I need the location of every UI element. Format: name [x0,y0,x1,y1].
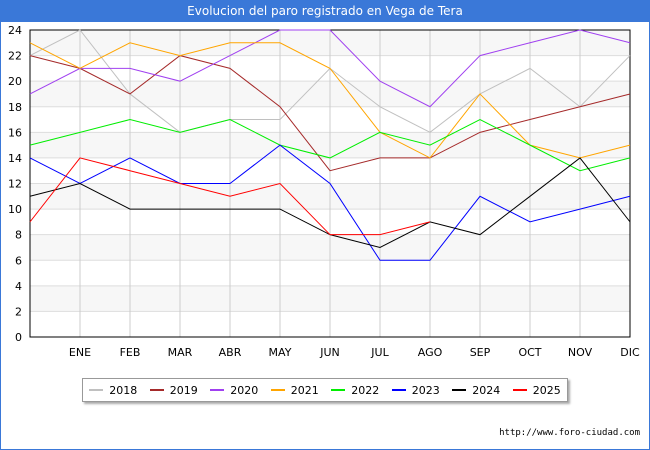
y-tick-label: 2 [15,305,22,318]
y-tick-label: 4 [15,280,22,293]
legend-label: 2025 [532,383,561,397]
legend-item-2023: 2023 [391,383,440,397]
legend-label: 2019 [169,383,198,397]
legend-item-2024: 2024 [452,384,500,397]
legend-swatch [210,389,225,391]
legend-label: 2018 [109,383,138,397]
legend-item-2019: 2019 [149,383,198,397]
series-line-2020 [29,29,631,108]
y-tick-label: 12 [8,178,22,191]
legend-swatch [89,389,104,391]
y-tick-label: 10 [8,203,22,216]
series-line-2023 [29,144,631,261]
legend-label: 2023 [411,383,440,397]
legend-item-2020: 2020 [210,384,258,397]
x-tick-label: OCT [518,346,541,359]
series-line-2022 [29,118,631,172]
x-tick-label: ABR [219,346,242,359]
x-tick-label: MAR [168,346,193,359]
legend-swatch [512,389,527,391]
legend-item-2025: 2025 [512,383,561,397]
legend: 2018 2019 2020 2021 2022 2023 2024 2025 [82,378,568,402]
x-tick-label: FEB [120,346,141,359]
y-tick-label: 8 [15,229,22,242]
source-url[interactable]: http://www.foro-ciudad.com [499,428,640,438]
x-tick-label: MAY [269,346,292,359]
x-tick-label: ENE [69,346,91,359]
y-tick-label: 24 [8,24,22,37]
y-tick-label: 14 [8,152,22,165]
x-tick-label: NOV [568,346,593,359]
legend-label: 2024 [472,383,501,397]
legend-swatch [149,389,164,391]
x-tick-label: AGO [418,346,443,359]
legend-item-2022: 2022 [331,384,379,397]
chart-title: Evolucion del paro registrado en Vega de… [0,0,650,22]
legend-swatch [331,389,346,391]
y-tick-label: 16 [8,126,22,139]
legend-item-2018: 2018 [89,384,137,397]
y-tick-label: 22 [8,50,22,63]
legend-swatch [270,389,285,391]
x-tick-label: JUN [319,346,340,359]
legend-swatch [391,389,406,391]
legend-label: 2020 [230,383,259,397]
legend-label: 2022 [351,383,380,397]
y-tick-label: 18 [8,101,22,114]
legend-label: 2021 [290,383,319,397]
legend-swatch [452,389,467,391]
y-tick-label: 0 [15,331,22,344]
y-tick-label: 20 [8,75,22,88]
x-tick-label: SEP [470,346,491,359]
series-line-2019 [29,55,631,172]
x-tick-label: DIC [620,346,640,359]
y-tick-label: 6 [15,254,22,267]
legend-item-2021: 2021 [270,383,319,397]
series-line-2025 [29,157,431,236]
x-tick-label: JUL [370,346,389,359]
